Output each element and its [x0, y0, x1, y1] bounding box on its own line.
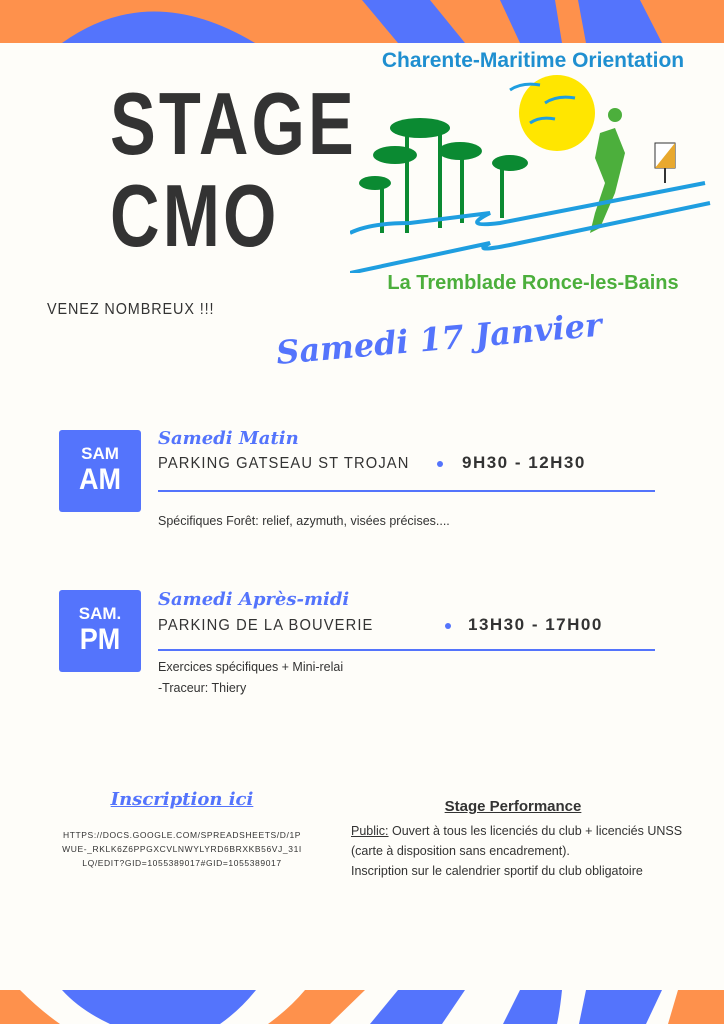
logo-bottom-text: La Tremblade Ronce-les-Bains [387, 272, 679, 294]
bullet-dot [445, 623, 451, 629]
public-line: Ouvert à tous les licenciés du club + li… [388, 824, 683, 838]
session-description: Exercices spécifiques + Mini-relai [158, 660, 344, 674]
badge-period: PM [79, 623, 121, 656]
logo-top-text: Charente-Maritime Orientation [381, 49, 685, 72]
inscription-link[interactable]: Inscription ici [110, 789, 254, 810]
performance-text: Public: Ouvert à tous les licenciés du c… [351, 821, 682, 881]
session-title: Samedi Après-midi [158, 589, 350, 610]
session-time: 9H30 - 12H30 [462, 453, 586, 472]
club-logo: Charente-Maritime Orientation La Trembla… [350, 45, 716, 300]
event-date: Samedi 17 Janvier [274, 305, 604, 372]
session-time: 13H30 - 17H00 [468, 615, 603, 634]
performance-title: Stage Performance [444, 798, 582, 815]
bullet-dot [437, 461, 443, 467]
title-line-2: CMO [110, 166, 280, 265]
badge-day: SAM [81, 444, 119, 463]
session-location: PARKING DE LA BOUVERIE [158, 617, 374, 634]
inscription-url[interactable]: HTTPS://DOCS.GOOGLE.COM/SPREADSHEETS/D/1… [62, 830, 302, 868]
divider [158, 649, 655, 651]
public-line-2: (carte à disposition sans encadrement). [351, 844, 570, 858]
bottom-decorative-band [0, 990, 724, 1024]
session-badge-pm: SAM. PM [59, 590, 141, 672]
badge-period: AM [79, 463, 121, 496]
logo-illustration [350, 75, 711, 273]
session-description: -Traceur: Thiery [158, 681, 247, 695]
inscription-note: Inscription sur le calendrier sportif du… [351, 864, 643, 878]
title-line-1: STAGE [110, 74, 357, 173]
session-badge-am: SAM AM [59, 430, 141, 512]
top-decorative-band [0, 0, 724, 43]
session-title: Samedi Matin [158, 428, 299, 449]
public-label: Public: [351, 824, 389, 838]
session-description: Spécifiques Forêt: relief, azymuth, visé… [158, 514, 450, 528]
badge-day: SAM. [78, 604, 122, 623]
tagline: VENEZ NOMBREUX !!! [47, 301, 215, 318]
session-location: PARKING GATSEAU ST TROJAN [158, 455, 410, 472]
divider [158, 490, 655, 492]
